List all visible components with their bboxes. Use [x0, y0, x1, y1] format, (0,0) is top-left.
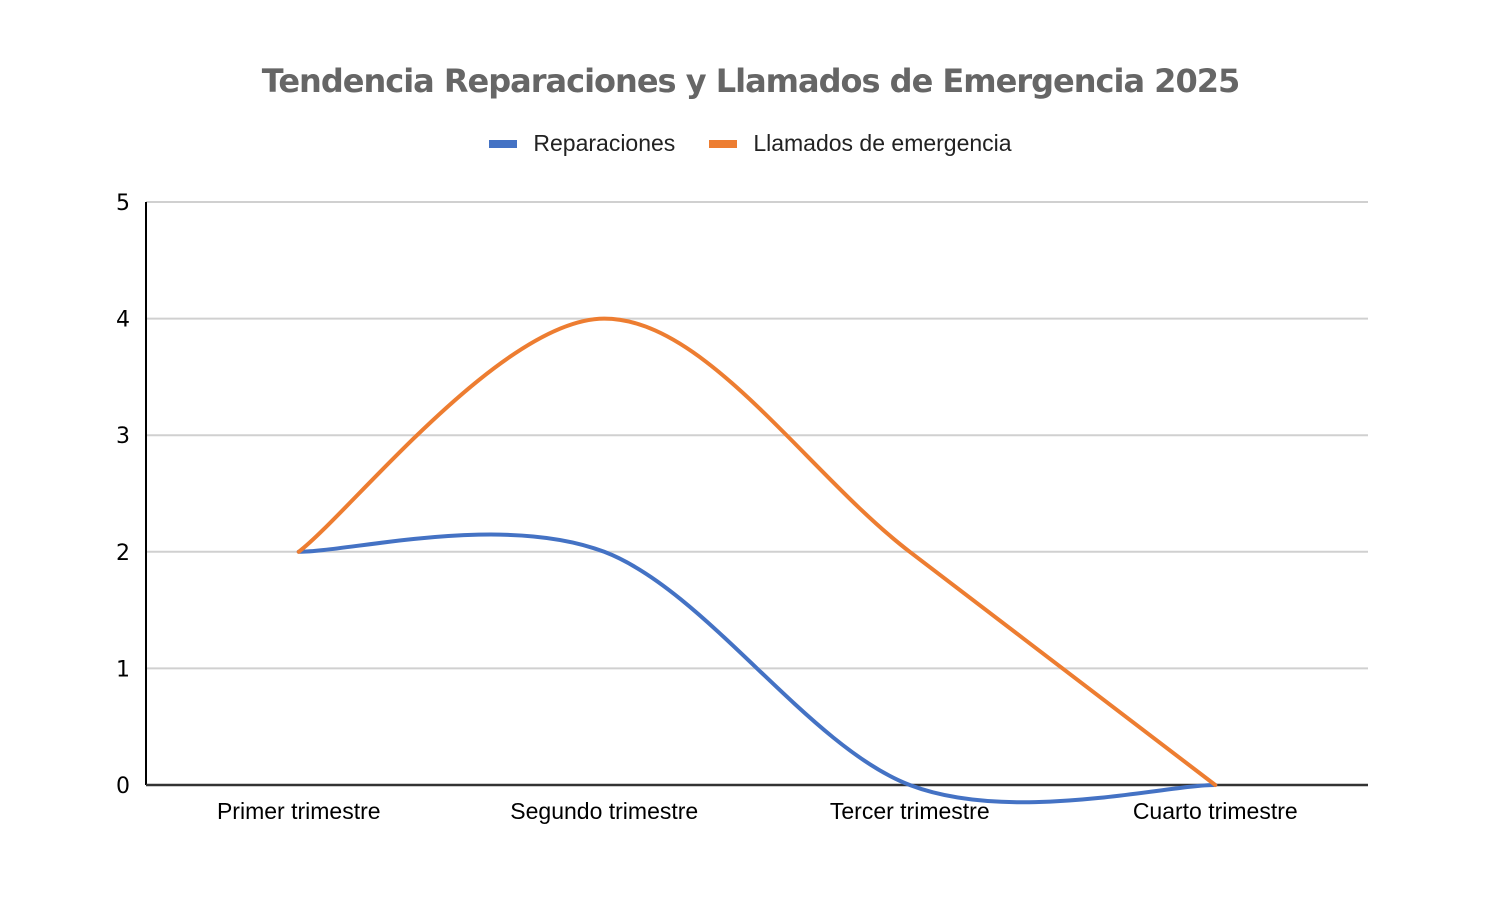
y-tick-label: 0 [116, 774, 130, 799]
legend-label-llamados: Llamados de emergencia [753, 130, 1012, 156]
y-tick-label: 1 [116, 657, 130, 682]
legend-swatch-reparaciones [489, 139, 518, 148]
y-tick-label: 3 [116, 424, 130, 449]
x-tick-label: Cuarto trimestre [1133, 798, 1298, 824]
legend-item-reparaciones: Reparaciones [489, 130, 675, 157]
x-tick-label: Tercer trimestre [830, 798, 990, 824]
chart-title: Tendencia Reparaciones y Llamados de Eme… [261, 62, 1240, 100]
x-tick-label: Segundo trimestre [510, 798, 698, 824]
y-tick-label: 5 [116, 191, 130, 216]
x-tick-label: Primer trimestre [217, 798, 381, 824]
y-tick-label: 2 [116, 541, 130, 566]
legend-item-llamados: Llamados de emergencia [709, 130, 1012, 157]
legend-swatch-llamados [709, 139, 738, 148]
series-line-reparaciones [296, 532, 1218, 805]
legend: Reparaciones Llamados de emergencia [0, 130, 1501, 157]
y-tick-label: 4 [116, 308, 130, 333]
legend-label-reparaciones: Reparaciones [533, 130, 676, 156]
series-line-llamados [296, 316, 1218, 787]
